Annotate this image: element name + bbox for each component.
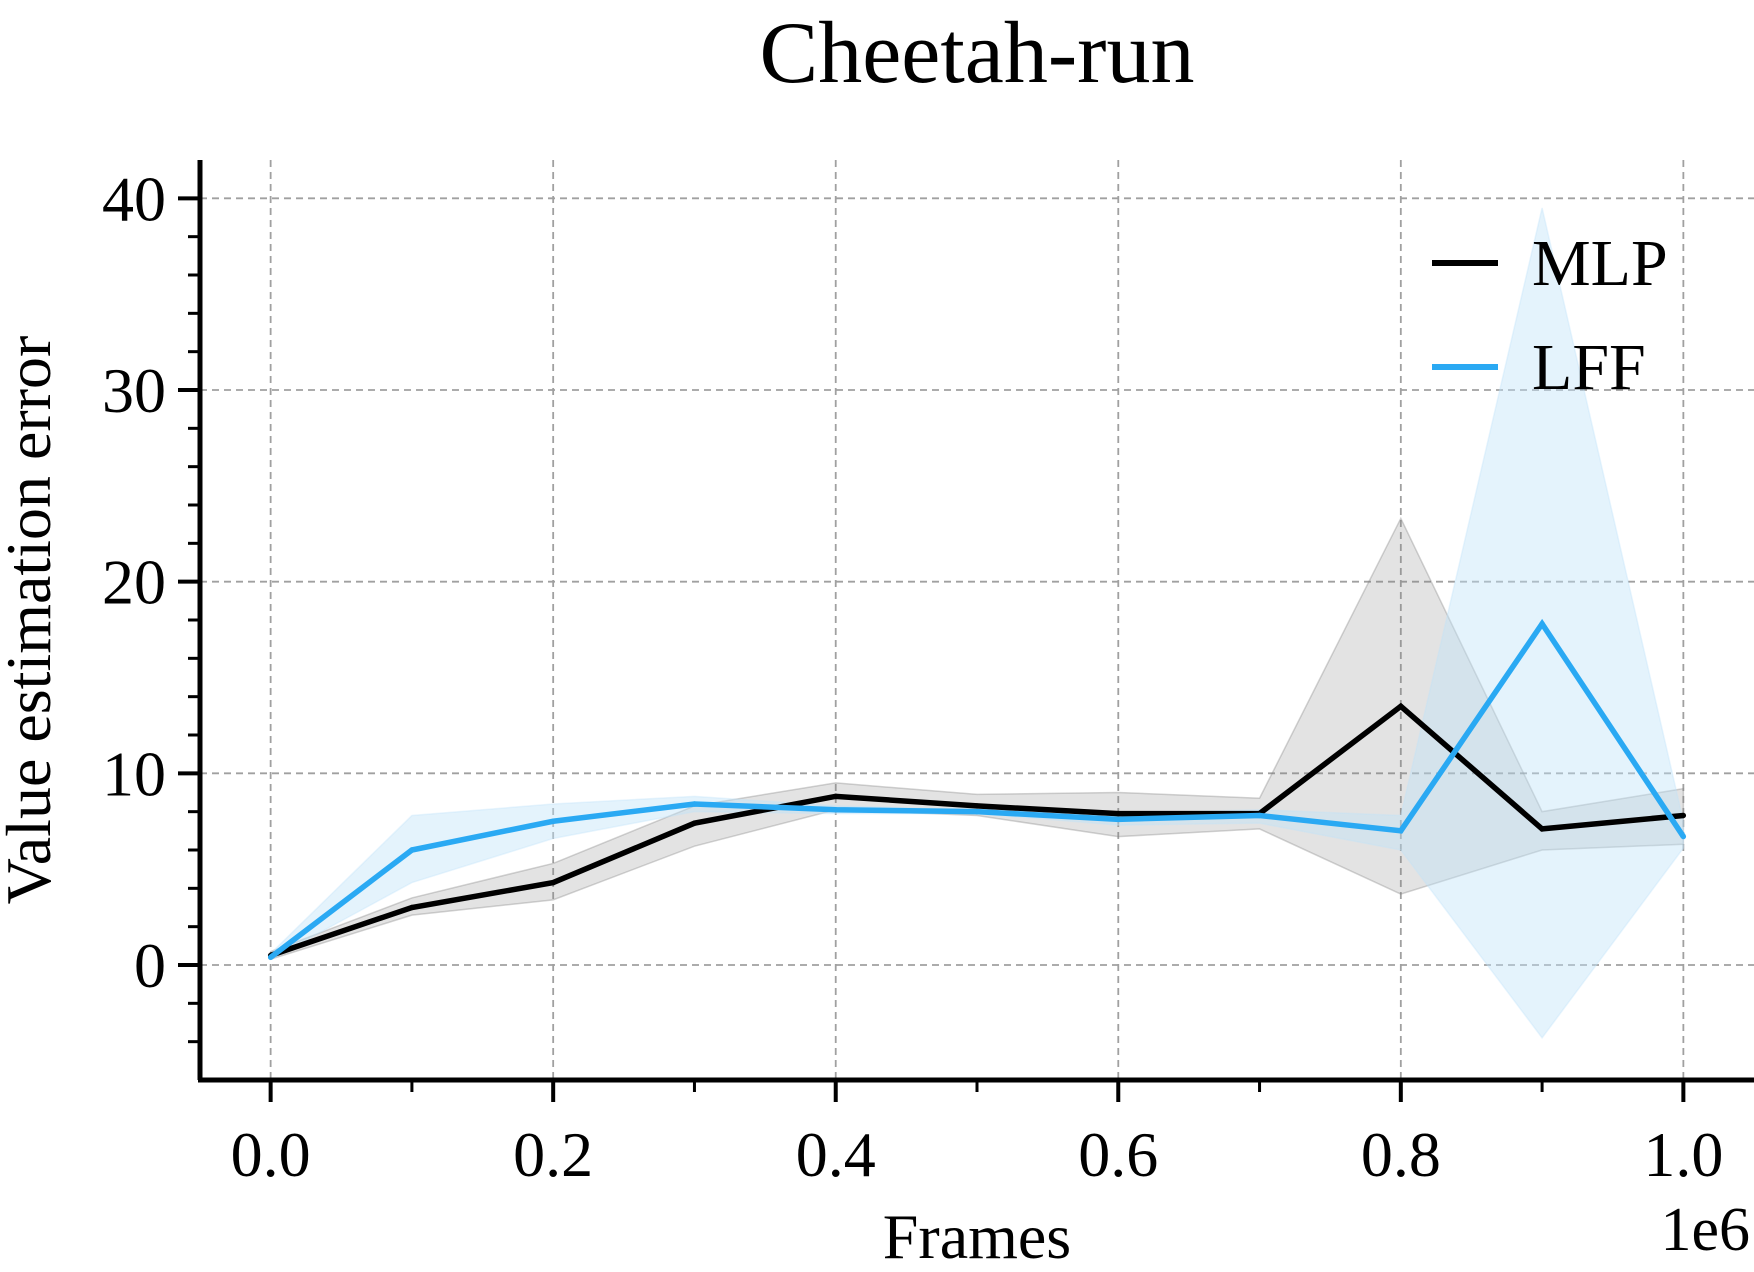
y-tick-label-3: 30 [102,355,166,426]
data-point-lff-3 [691,801,698,807]
data-point-mlp-1 [409,904,415,911]
ticks: 0.0 0.2 0.4 0.6 0.8 1.0 0 10 20 30 40 [102,163,1723,1190]
data-point-lff-6 [1115,816,1121,823]
x-axis-multiplier: 1e6 [1660,1196,1750,1264]
x-tick-label-3: 0.6 [1078,1119,1158,1190]
y-tick-label-0: 0 [134,930,166,1001]
data-point-lff-0 [267,954,274,961]
grid [200,160,1754,1080]
data-point-mlp-8 [1398,703,1404,709]
band-lff [269,207,1685,1040]
x-tick-label-4: 0.8 [1361,1119,1441,1190]
y-tick-label-1: 10 [102,738,166,809]
data-point-mlp-3 [691,820,698,826]
data-point-lff-5 [974,808,980,815]
data-point-lff-1 [409,847,415,853]
data-point-lff-7 [1256,812,1263,819]
y-axis-label: Value estimation error [0,336,64,905]
data-point-mlp-5 [974,803,980,809]
x-tick-label-5: 1.0 [1643,1119,1723,1190]
y-tick-label-4: 40 [102,163,166,234]
data-point-mlp-9 [1539,826,1545,832]
data-point-lff-4 [833,807,839,813]
data-point-lff-8 [1398,828,1404,834]
x-tick-label-1: 0.2 [513,1119,593,1190]
legend-label-lff: LFF [1532,331,1646,404]
bands [269,207,1685,1040]
band-mlp [269,516,1685,961]
data-point-mlp-2 [550,879,556,886]
x-tick-label-2: 0.4 [796,1119,876,1190]
x-axis-label: Frames [883,1201,1071,1272]
data-point-lff-2 [550,818,556,824]
x-tick-label-0: 0.0 [231,1119,311,1190]
legend-label-mlp: MLP [1532,227,1668,300]
series-lines [267,618,1687,961]
data-point-lff-9 [1539,621,1545,627]
data-point-mlp-6 [1115,810,1121,817]
chart-title: Cheetah-run [760,5,1195,102]
legend: MLP LFF [1432,227,1668,404]
data-point-lff-10 [1680,833,1687,840]
data-point-mlp-10 [1680,812,1687,819]
y-tick-label-2: 20 [102,547,166,618]
data-point-mlp-4 [833,793,839,800]
